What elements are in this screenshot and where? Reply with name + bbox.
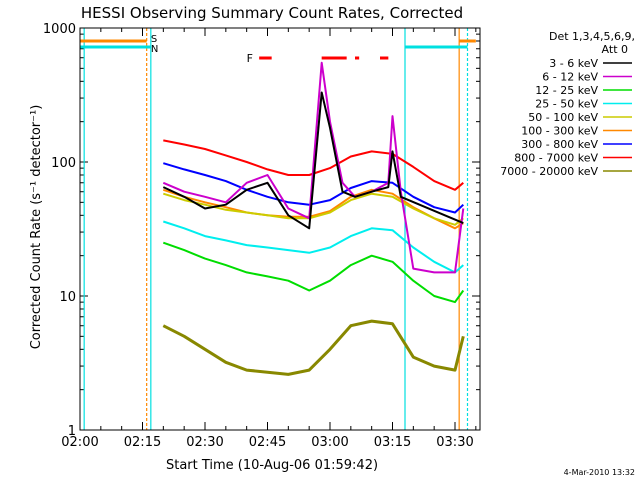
legend-entry-label: 50 - 100 keV	[528, 111, 598, 124]
y-tick-label: 1000	[43, 22, 76, 37]
legend-entry-label: 3 - 6 keV	[549, 57, 598, 70]
plot-frame	[79, 27, 481, 431]
x-tick-label: 02:15	[124, 435, 161, 450]
y-axis-ticks: 1 10 100 1000	[43, 22, 480, 439]
saa-flag-label: N	[151, 44, 158, 55]
footer-timestamp: 4-Mar-2010 13:32	[564, 468, 635, 477]
x-tick-label: 02:00	[61, 435, 98, 450]
legend-entry-label: 7000 - 20000 keV	[500, 165, 598, 178]
series-line	[162, 61, 465, 274]
series-line	[162, 91, 464, 230]
legend-title-line-1: Det 1,3,4,5,6,9,	[549, 30, 635, 43]
series-lines	[162, 61, 465, 376]
legend-title-line-2: Att 0	[602, 43, 628, 56]
legend-entry-label: 6 - 12 keV	[542, 71, 598, 84]
observing-flags: SN F	[80, 28, 476, 430]
y-axis-label: Corrected Count Rate (s⁻¹ detector⁻¹)	[29, 105, 44, 350]
legend-entry-label: 300 - 800 keV	[521, 138, 598, 151]
y-tick-label: 10	[59, 290, 76, 305]
x-tick-label: 03:15	[374, 435, 411, 450]
night-flag-label: S	[151, 34, 157, 45]
series-line	[163, 139, 464, 191]
chart-title: HESSI Observing Summary Count Rates, Cor…	[81, 4, 463, 22]
legend-entry-label: 25 - 50 keV	[535, 98, 598, 111]
y-tick-label: 100	[51, 156, 76, 171]
series-line	[163, 162, 464, 214]
series-line	[162, 220, 464, 274]
x-axis-label: Start Time (10-Aug-06 01:59:42)	[166, 458, 378, 473]
legend-entry-label: 100 - 300 keV	[521, 125, 598, 138]
x-axis-ticks: 02:00 02:15 02:30 02:45 03:00 03:15 03:30	[61, 28, 477, 450]
legend-entry-label: 800 - 7000 keV	[514, 152, 598, 165]
series-line	[162, 319, 465, 376]
y-tick-label: 1	[68, 424, 76, 439]
legend-entry-label: 12 - 25 keV	[535, 84, 598, 97]
x-tick-label: 02:30	[186, 435, 223, 450]
x-tick-label: 03:00	[311, 435, 348, 450]
x-tick-label: 02:45	[249, 435, 286, 450]
series-line	[162, 241, 465, 304]
flare-flag-label: F	[247, 52, 253, 65]
series-line	[162, 188, 464, 230]
x-tick-label: 03:30	[436, 435, 473, 450]
